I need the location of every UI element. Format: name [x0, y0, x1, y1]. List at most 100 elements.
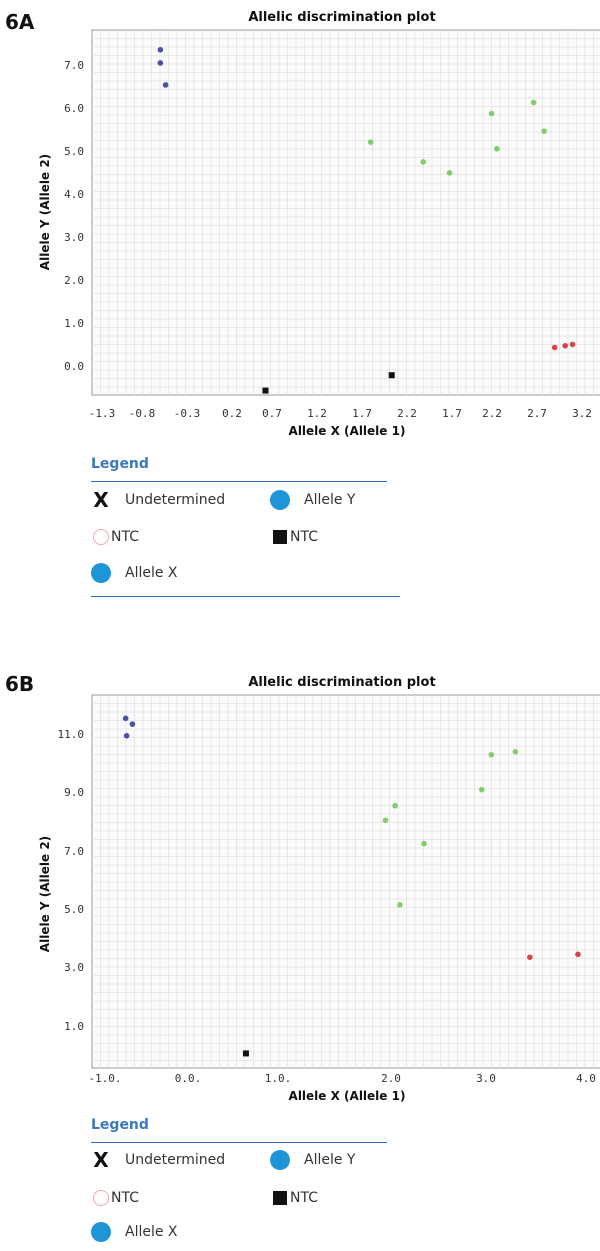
data-point-allele-y: [157, 46, 164, 53]
legend-label: Allele Y: [304, 1152, 356, 1168]
black-square-icon: [273, 530, 287, 544]
legend-item-ntc-ring-6a: NTC: [91, 527, 139, 547]
x-tick-label: 0.7: [262, 407, 282, 420]
y-tick-label: 6.0: [64, 102, 84, 115]
panel-label-6a: 6A: [5, 10, 35, 34]
data-point-heterozygous: [541, 128, 547, 134]
x-tick-label: -0.8: [129, 407, 156, 420]
legend-item-allele-y-6a: Allele Y: [270, 490, 355, 510]
black-square-icon: [273, 1191, 287, 1205]
legend-item-ntc-square-6b: NTC: [270, 1188, 318, 1208]
legend-item-allele-y-6b: Allele Y: [270, 1150, 355, 1170]
y-tick-label: 1.0: [64, 317, 84, 330]
legend-title-6b: Legend: [91, 1117, 149, 1133]
data-point-allele-y: [123, 732, 130, 739]
legend-label: Undetermined: [125, 492, 226, 508]
chart-title-6a: Allelic discrimination plot: [248, 10, 436, 25]
x-tick-label: 3.2: [572, 407, 592, 420]
data-point-heterozygous: [397, 902, 403, 908]
legend-item-ntc-ring-6b: NTC: [91, 1188, 139, 1208]
legend-divider-6a: [91, 481, 387, 482]
data-point-heterozygous: [382, 817, 389, 824]
legend-title-6a: Legend: [91, 456, 149, 472]
x-tick-label: -0.3: [174, 407, 201, 420]
y-tick-label: 11.0: [58, 728, 85, 741]
x-tick-label: 2.0: [381, 1072, 401, 1085]
y-tick-label: 4.0: [64, 188, 84, 201]
x-tick-label: 4.0: [576, 1072, 596, 1085]
x-tick-label: 1.7: [442, 407, 462, 420]
pink-ring-icon: [93, 1190, 109, 1206]
data-point-heterozygous: [367, 139, 374, 145]
legend-label: Allele Y: [304, 492, 356, 508]
data-point-heterozygous: [446, 170, 453, 176]
legend-divider-6b: [91, 1142, 387, 1143]
data-point-allele-x: [551, 344, 558, 351]
data-point-allele-x: [575, 951, 581, 958]
data-point-heterozygous: [494, 145, 500, 152]
legend-item-undetermined-6b: X Undetermined: [91, 1150, 225, 1170]
data-point-ntc: [262, 387, 269, 394]
chart-title-6b: Allelic discrimination plot: [248, 675, 436, 690]
x-tick-label: -1.0.: [88, 1072, 121, 1085]
legend-item-undetermined-6a: X Undetermined: [91, 490, 225, 510]
x-icon: X: [93, 1148, 109, 1172]
x-tick-label: 1.2: [307, 407, 327, 420]
x-tick-label: 2.7: [527, 407, 547, 420]
x-tick-label: 2.2: [397, 407, 417, 420]
y-tick-label: 0.0: [64, 360, 84, 373]
y-tick-label: 7.0: [64, 845, 84, 858]
legend-label: Allele X: [125, 565, 178, 581]
y-tick-label: 9.0: [64, 786, 84, 799]
y-tick-label: 7.0: [64, 59, 84, 72]
data-point-heterozygous: [392, 802, 398, 809]
y-tick-label: 5.0: [64, 145, 84, 158]
legend-label: NTC: [290, 529, 318, 545]
y-tick-label: 3.0: [64, 231, 84, 244]
data-point-heterozygous: [512, 749, 519, 755]
x-axis-label-6b: Allele X (Allele 1): [288, 1089, 406, 1103]
x-tick-label: 1.0.: [265, 1072, 292, 1085]
x-axis-label-6a: Allele X (Allele 1): [288, 424, 406, 438]
x-tick-label: 3.0: [476, 1072, 496, 1085]
data-point-allele-x: [569, 341, 576, 348]
data-point-allele-y: [162, 82, 169, 88]
x-tick-label: -1.3: [89, 407, 116, 420]
blue-circle-icon: [270, 490, 290, 510]
data-point-heterozygous: [530, 99, 537, 106]
x-tick-label: 1.7: [352, 407, 372, 420]
y-tick-label: 2.0: [64, 274, 84, 287]
x-tick-label: 0.2: [222, 407, 242, 420]
blue-circle-icon: [91, 563, 111, 583]
legend-label: NTC: [111, 529, 139, 545]
y-tick-label: 1.0: [64, 1020, 84, 1033]
legend-item-ntc-square-6a: NTC: [270, 527, 318, 547]
data-point-allele-x: [562, 342, 568, 349]
x-tick-label: 0.0.: [175, 1072, 202, 1085]
legend-item-allele-x-6b: Allele X: [91, 1222, 178, 1242]
data-point-heterozygous: [488, 751, 495, 758]
data-point-heterozygous: [478, 786, 485, 793]
y-tick-label: 5.0: [64, 903, 84, 916]
data-point-ntc: [388, 372, 395, 379]
legend-label: Undetermined: [125, 1152, 226, 1168]
pink-ring-icon: [93, 529, 109, 545]
data-point-allele-y: [157, 60, 164, 66]
x-tick-label: 2.2: [482, 407, 502, 420]
legend-label: Allele X: [125, 1224, 178, 1240]
x-icon: X: [93, 488, 109, 512]
data-point-heterozygous: [488, 110, 495, 117]
data-point-heterozygous: [420, 159, 427, 165]
panel-label-6b: 6B: [5, 672, 35, 696]
legend-bottom-divider-6a: [91, 596, 400, 597]
data-point-heterozygous: [421, 840, 427, 847]
data-point-allele-y: [129, 721, 136, 727]
legend-item-allele-x-6a: Allele X: [91, 563, 178, 583]
data-point-ntc: [242, 1050, 249, 1057]
legend-label: NTC: [111, 1190, 139, 1206]
blue-circle-icon: [270, 1150, 290, 1170]
data-point-allele-x: [527, 954, 533, 961]
y-tick-label: 3.0: [64, 961, 84, 974]
blue-circle-icon: [91, 1222, 111, 1242]
